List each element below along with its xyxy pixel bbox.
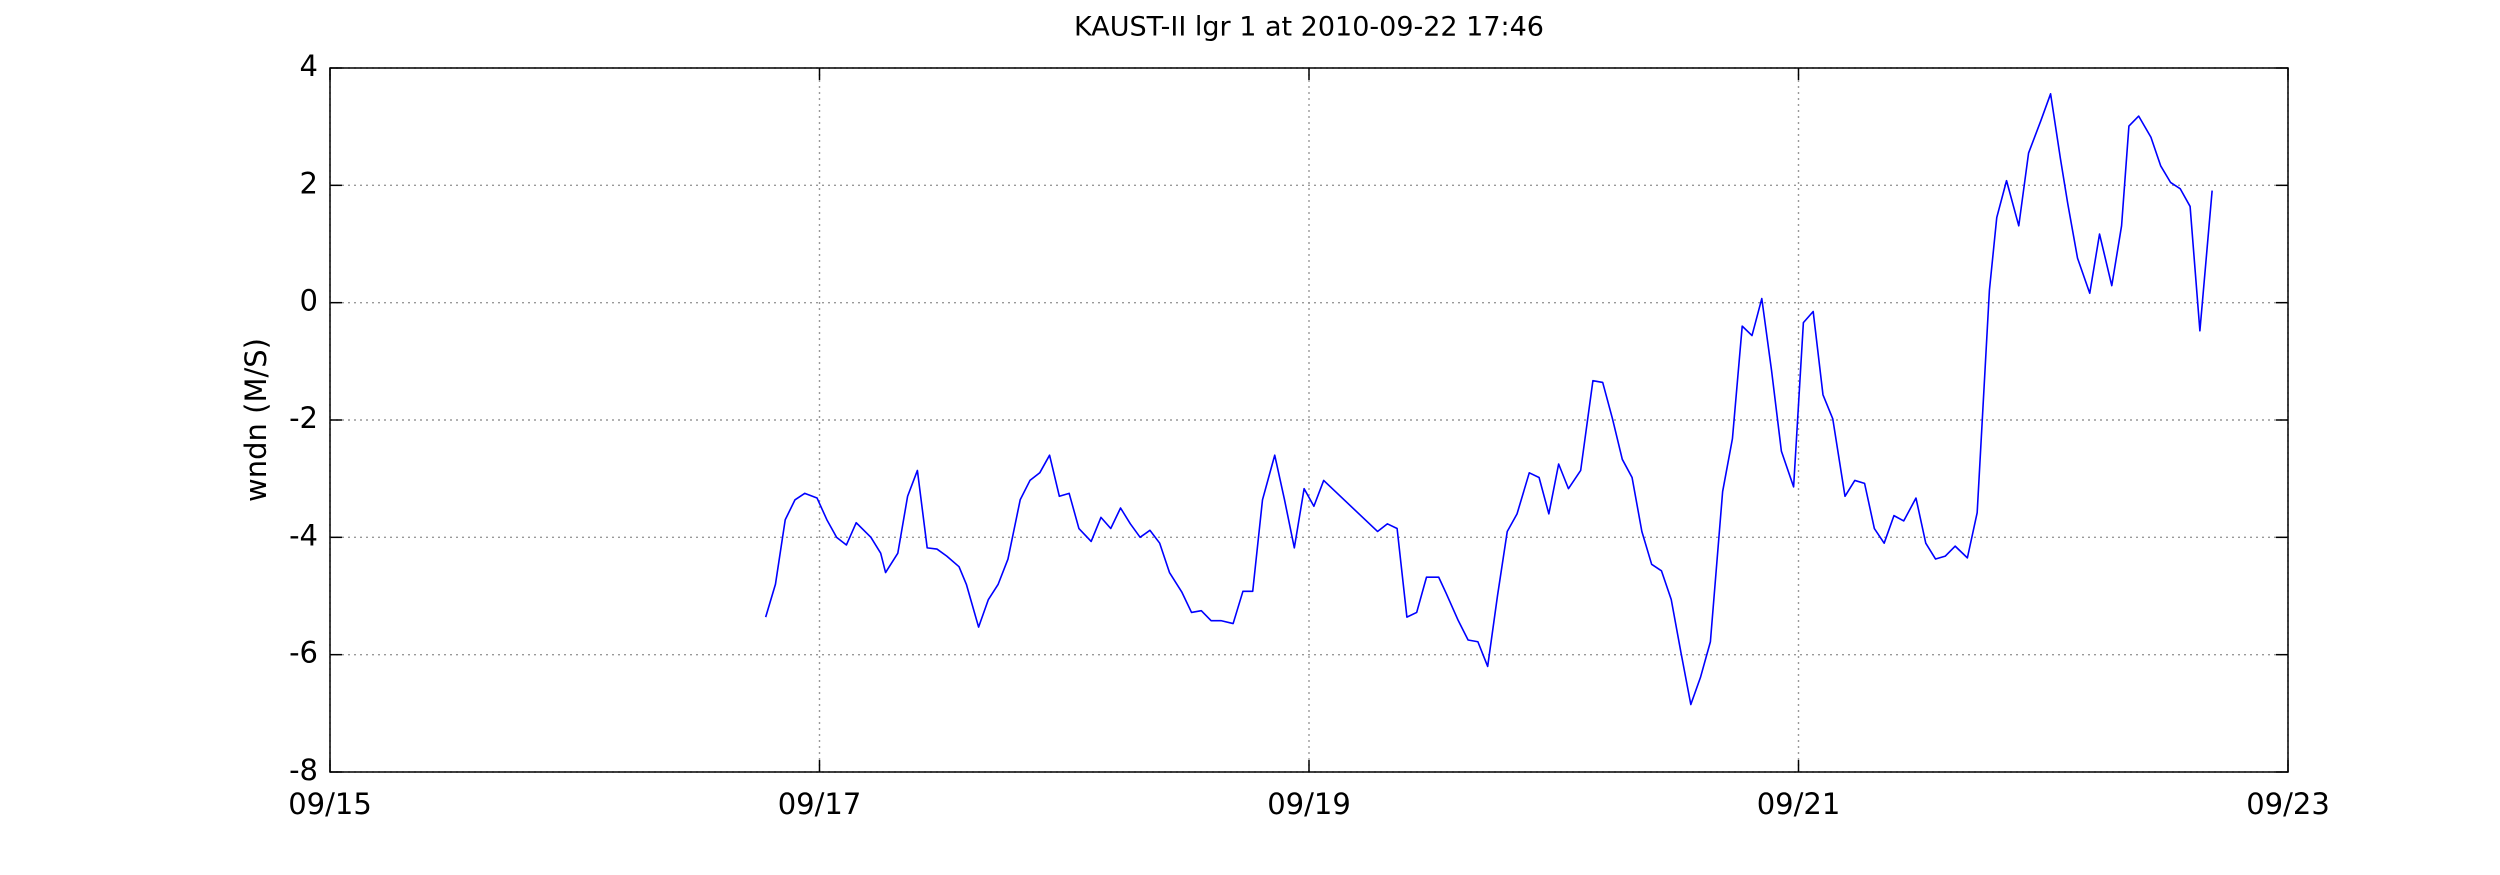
y-tick-label: 2 [300, 166, 318, 200]
y-tick-label: -8 [289, 753, 318, 787]
x-tick-label: 09/21 [1757, 787, 1841, 821]
data-line [764, 93, 2213, 706]
y-tick-label: -2 [289, 401, 318, 435]
y-axis-label: wndn (M/S) [239, 338, 273, 502]
x-tick-label: 09/23 [2246, 787, 2330, 821]
x-tick-label: 09/17 [778, 787, 862, 821]
plot-frame [329, 67, 2289, 773]
y-tick-label: -6 [289, 636, 318, 670]
y-tick-label: 0 [300, 284, 318, 318]
x-tick-label: 09/19 [1267, 787, 1351, 821]
chart-title: KAUST-II lgr 1 at 2010-09-22 17:46 [1074, 12, 1544, 43]
y-tick-label: -4 [289, 518, 318, 552]
y-tick-label: 4 [300, 49, 318, 83]
x-tick-label: 09/15 [288, 787, 372, 821]
